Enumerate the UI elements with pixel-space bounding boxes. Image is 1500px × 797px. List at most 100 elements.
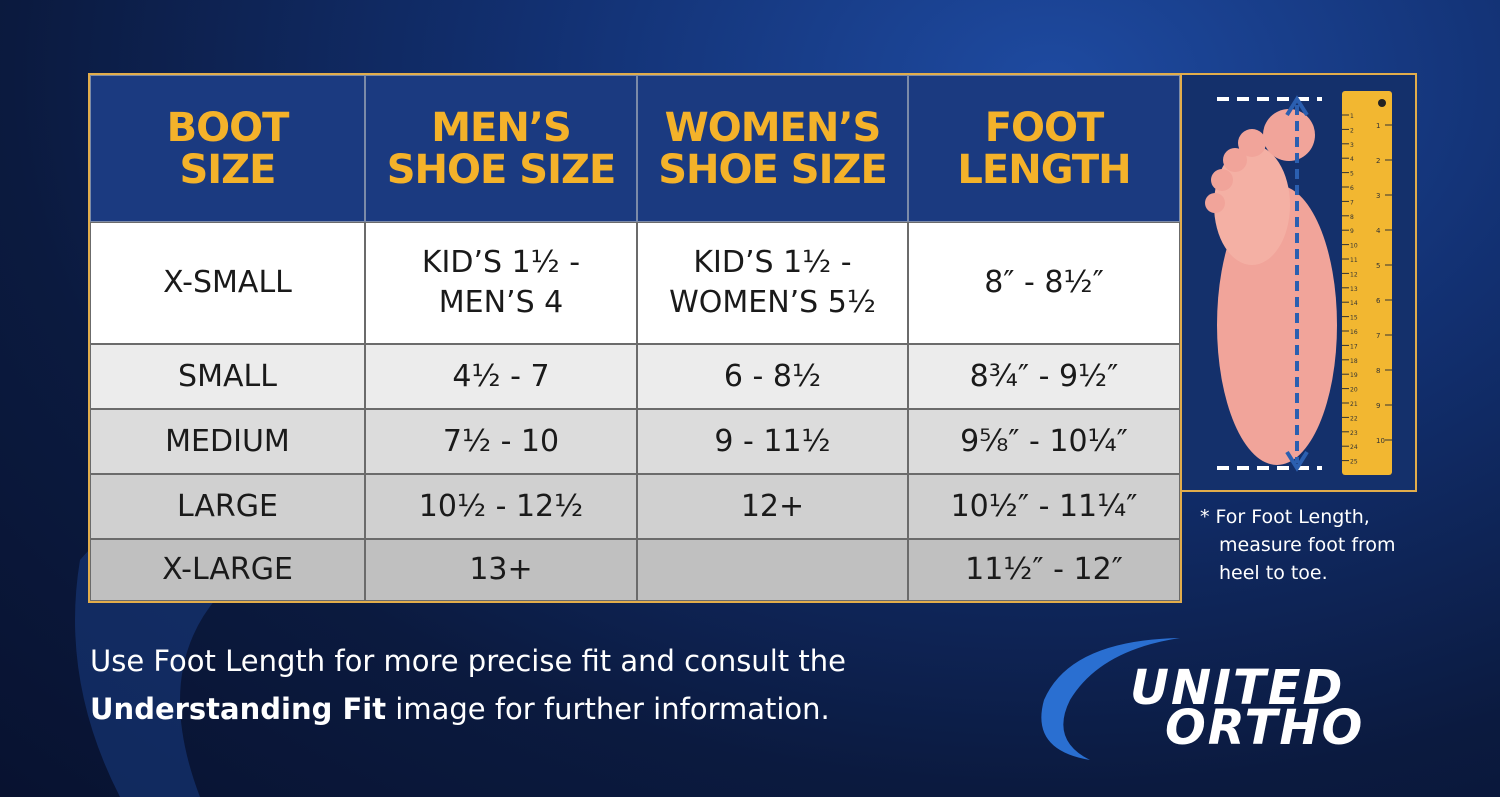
header-cell: FOOT LENGTH xyxy=(908,75,1180,222)
ruler-label: 10 xyxy=(1376,437,1385,445)
ruler-label: 4 xyxy=(1376,227,1381,235)
header-cell: MEN’S SHOE SIZE xyxy=(365,75,637,222)
ruler-label: 25 xyxy=(1350,459,1358,466)
ruler-label: 6 xyxy=(1350,185,1354,192)
cell-text: 13+ xyxy=(469,552,533,587)
ruler-label: 5 xyxy=(1350,171,1354,178)
ruler-label: 20 xyxy=(1350,387,1358,394)
ruler-label: 18 xyxy=(1350,358,1358,365)
ruler-label: 8 xyxy=(1350,214,1354,221)
ruler-label: 3 xyxy=(1376,192,1380,200)
table-cell: 6 - 8½ xyxy=(637,344,908,409)
cell-text: 6 - 8½ xyxy=(723,358,822,394)
ruler-label: 5 xyxy=(1376,262,1380,270)
cell-text: SMALL xyxy=(178,358,277,394)
ruler-label: 22 xyxy=(1350,415,1358,422)
table-cell: 9⅝″ - 10¼″ xyxy=(908,409,1180,474)
cell-text: LARGE xyxy=(177,488,278,524)
table-cell: KID’S 1½ - WOMEN’S 5½ xyxy=(637,222,908,344)
ruler-label: 2 xyxy=(1376,157,1380,165)
cell-text: 9 - 11½ xyxy=(714,423,831,459)
ruler-label: 8 xyxy=(1376,367,1380,375)
cell-text: MEDIUM xyxy=(165,423,290,459)
footer-bold: Understanding Fit xyxy=(90,692,387,726)
footer-text: image for further information. xyxy=(395,692,830,726)
foot-illustration: 0123456789101112131415161718192021222324… xyxy=(1205,91,1392,475)
table-cell: 8¾″ - 9½″ xyxy=(908,344,1180,409)
header-text: FOOT xyxy=(984,104,1105,151)
table-cell: MEDIUM xyxy=(90,409,365,474)
ruler-label: 17 xyxy=(1350,343,1358,350)
header-text: WOMEN’S xyxy=(664,104,882,151)
table-cell: 10½ - 12½ xyxy=(365,474,637,539)
header-text: MEN’S xyxy=(431,104,572,151)
table-cell: SMALL xyxy=(90,344,365,409)
header-text: BOOT xyxy=(166,104,290,151)
footer-text: Use Foot Length for more precise fit and… xyxy=(90,644,846,678)
logo-text: UNITED xyxy=(1130,660,1345,716)
ruler-label: 7 xyxy=(1376,332,1380,340)
ruler-label: 4 xyxy=(1350,156,1354,163)
header-text: SHOE SIZE xyxy=(658,146,888,193)
ruler-label: 13 xyxy=(1350,286,1358,293)
table-cell: 7½ - 10 xyxy=(365,409,637,474)
cell-text: 10½ - 12½ xyxy=(418,488,584,524)
note-line: heel to toe. xyxy=(1219,562,1328,584)
cell-text: KID’S 1½ - MEN’S 4 xyxy=(421,245,581,320)
header-cell: WOMEN’S SHOE SIZE xyxy=(637,75,908,222)
ruler-label: 1 xyxy=(1350,113,1354,120)
ruler-label: 21 xyxy=(1350,401,1358,408)
header-text: SHOE SIZE xyxy=(386,146,617,193)
cell-text: 4½ - 7 xyxy=(452,358,550,394)
cell-text: 10½″ - 11¼″ xyxy=(950,488,1138,524)
cell-text: 7½ - 10 xyxy=(442,423,560,459)
table-cell: LARGE xyxy=(90,474,365,539)
table-cell: X-SMALL xyxy=(90,222,365,344)
table-cell: X-LARGE xyxy=(90,539,365,601)
note-line: measure foot from xyxy=(1219,534,1396,556)
ruler-label: 9 xyxy=(1376,402,1380,410)
ruler-label: 10 xyxy=(1350,243,1358,250)
cell-text: 8″ - 8½″ xyxy=(984,265,1104,300)
table-cell: 4½ - 7 xyxy=(365,344,637,409)
table-cell: 12+ xyxy=(637,474,908,539)
ruler-label: 2 xyxy=(1350,127,1354,134)
note-line: * For Foot Length, xyxy=(1200,506,1370,528)
table-cell xyxy=(637,539,908,601)
logo-swoosh xyxy=(1041,638,1180,760)
table-cell: 9 - 11½ xyxy=(637,409,908,474)
ruler-label: 24 xyxy=(1350,444,1358,451)
ruler-label: 23 xyxy=(1350,430,1358,437)
ruler-label: 15 xyxy=(1350,315,1358,322)
table-cell: 8″ - 8½″ xyxy=(908,222,1180,344)
cell-text: 12+ xyxy=(740,488,805,524)
logo-text: ORTHO xyxy=(1165,700,1365,756)
ruler-label: 11 xyxy=(1350,257,1358,264)
table-cell: 13+ xyxy=(365,539,637,601)
header-cell: BOOT SIZE xyxy=(90,75,365,222)
ruler-label: 6 xyxy=(1376,297,1381,305)
table-frame xyxy=(88,73,1182,603)
header-text: SIZE xyxy=(179,146,276,193)
table-cell: 10½″ - 11¼″ xyxy=(908,474,1180,539)
ruler-label: 7 xyxy=(1350,199,1354,206)
footer-line: Use Foot Length for more precise fit and… xyxy=(90,644,846,678)
cell-text: X-SMALL xyxy=(163,265,292,300)
ruler-label: 19 xyxy=(1350,372,1358,379)
footer-line: Understanding Fit image for further info… xyxy=(90,692,830,726)
cell-text: 11½″ - 12″ xyxy=(965,552,1123,587)
table-cell: KID’S 1½ - MEN’S 4 xyxy=(365,222,637,344)
ruler-label: 16 xyxy=(1350,329,1358,336)
cell-text: 8¾″ - 9½″ xyxy=(969,358,1119,394)
foot-image: 0123456789101112131415161718192021222324… xyxy=(1180,73,1417,492)
cell-text: 9⅝″ - 10¼″ xyxy=(960,423,1128,459)
ruler-label: 9 xyxy=(1350,228,1354,235)
cell-text: KID’S 1½ - WOMEN’S 5½ xyxy=(669,245,876,320)
ruler-label: 14 xyxy=(1350,300,1358,307)
header-text: LENGTH xyxy=(957,146,1131,193)
cell-text: X-LARGE xyxy=(162,552,293,587)
ruler-label: 1 xyxy=(1376,122,1380,130)
ruler-label: 3 xyxy=(1350,142,1354,149)
table-cell: 11½″ - 12″ xyxy=(908,539,1180,601)
